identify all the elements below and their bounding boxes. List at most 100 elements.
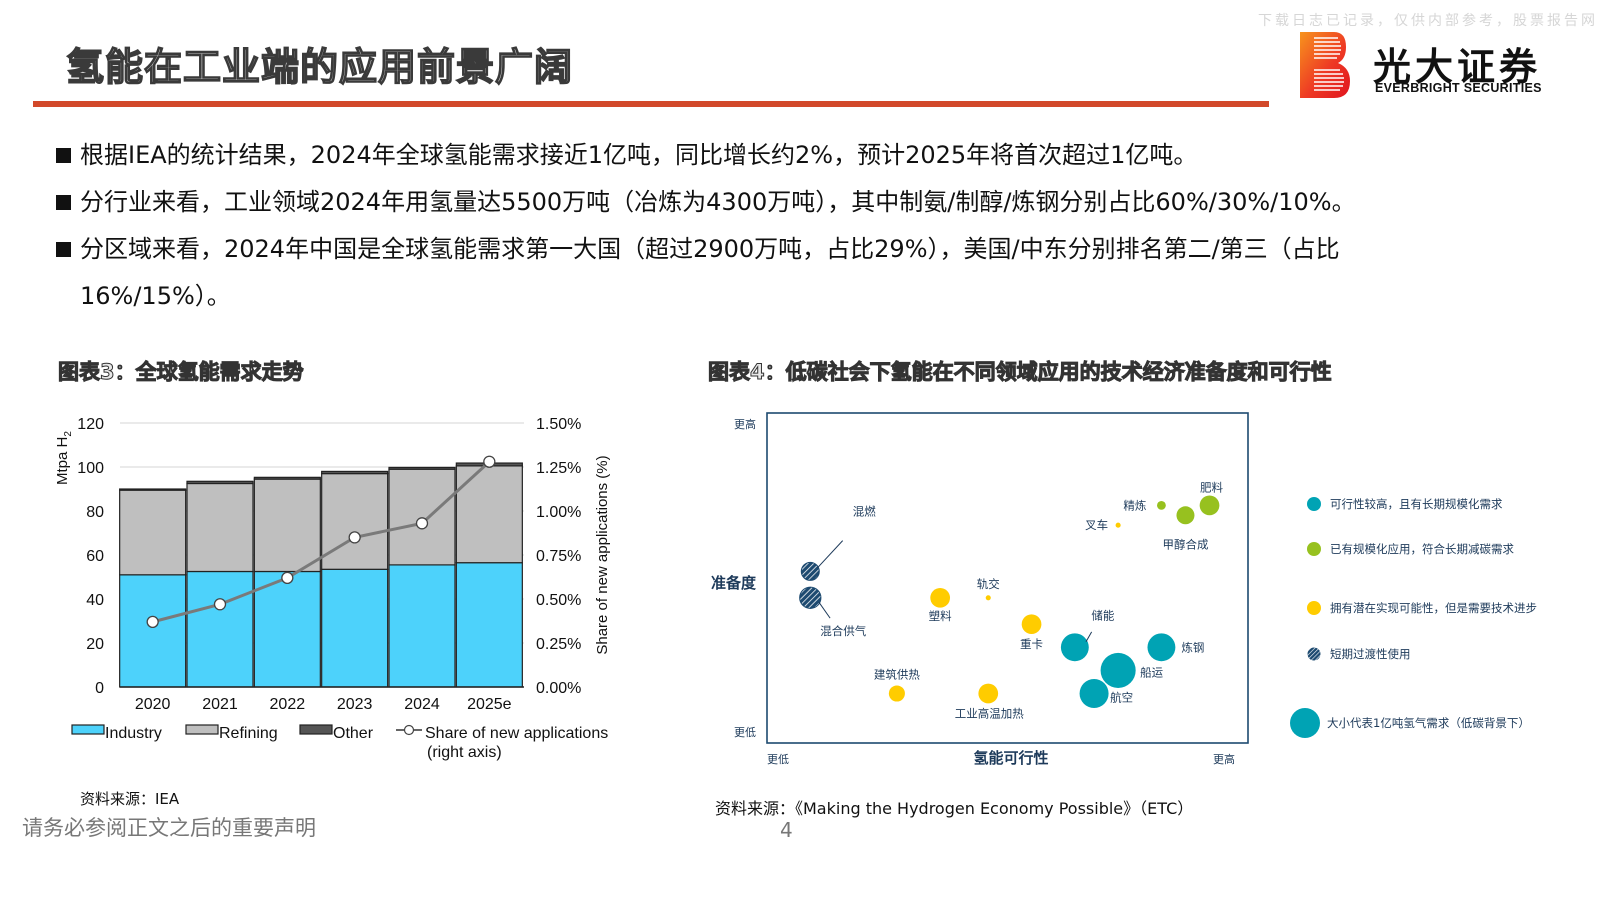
legend-swatch-industry — [71, 724, 105, 735]
figure3-source: 资料来源：IEA — [80, 790, 180, 808]
bullet-square-icon — [56, 242, 71, 257]
bar-industry — [253, 570, 321, 688]
legend-item-yellow: 拥有潜在实现可能性，但是需要技术进步 — [1307, 600, 1537, 616]
y-tick-label: 120 — [77, 416, 104, 433]
y-tick-label: 60 — [86, 548, 104, 565]
share-point — [348, 531, 361, 544]
bullet-item: 根据IEA的统计结果，2024年全球氢能需求接近1亿吨，同比增长约2%，预计20… — [56, 132, 1476, 179]
bar-refining — [119, 489, 187, 576]
y-tick-label: 0 — [95, 680, 104, 697]
y-tick-label: 20 — [86, 636, 104, 653]
logo-text-cn: 光大证券 — [1373, 45, 1542, 89]
bubble-label: 混合供气 — [820, 624, 866, 638]
legend-item-hatched: 短期过渡性使用 — [1307, 646, 1411, 662]
bubble-label: 建筑供热 — [874, 668, 920, 682]
bar-other — [119, 488, 187, 491]
bar-refining — [321, 472, 389, 570]
everbright-logo-icon — [1300, 32, 1350, 98]
bullet-text: 分行业来看，工业领域2024年用氢量达5500万吨（冶炼为4300万吨），其中制… — [80, 188, 1356, 216]
y2-tick-label: 0.75% — [536, 548, 581, 565]
bar-industry — [455, 562, 523, 688]
legend-label: (right axis) — [427, 744, 502, 761]
legend-teal-dot-icon — [1307, 497, 1321, 511]
bar-other — [388, 466, 456, 470]
y-axis-label: Mtpa H2 — [54, 431, 74, 485]
plot-frame — [766, 412, 1249, 744]
bullet-square-icon — [56, 195, 71, 210]
leader-line — [1085, 631, 1093, 642]
x-low-label: 更低 — [767, 753, 789, 766]
figure4-source: 资料来源：《Making the Hydrogen Economy Possib… — [715, 799, 1194, 818]
disclaimer: 请务必参阅正文之后的重要声明 — [22, 816, 316, 840]
y-low-label: 更低 — [734, 726, 756, 739]
legend-label: Refining — [219, 725, 278, 742]
x-tick-label: 2023 — [337, 696, 373, 713]
bar-refining — [253, 478, 321, 573]
y2-tick-label: 1.50% — [536, 416, 581, 433]
legend-label: 已有规模化应用，符合长期减碳需求 — [1330, 542, 1514, 556]
bubble-teal — [1100, 652, 1136, 688]
legend-size-bubble-icon — [1290, 708, 1320, 738]
y-tick-label: 40 — [86, 592, 104, 609]
y-high-label: 更高 — [734, 417, 756, 431]
bubble-label: 炼钢 — [1181, 640, 1204, 654]
bar-other — [253, 476, 321, 480]
bullet-text: 分区域来看，2024年中国是全球氢能需求第一大国（超过2900万吨，占比29%）… — [80, 235, 1340, 310]
bullet-text: 根据IEA的统计结果，2024年全球氢能需求接近1亿吨，同比增长约2%，预计20… — [80, 141, 1198, 169]
legend-point-icon — [403, 724, 415, 736]
x-axis-label: 氢能可行性 — [973, 749, 1048, 767]
bubble-green — [1176, 506, 1195, 525]
bubble-teal — [1079, 678, 1109, 709]
share-point — [213, 598, 227, 611]
legend-label: 可行性较高，且有长期规模化需求 — [1330, 497, 1503, 511]
logo-text-en: EVERBRIGHT SECURITIES — [1375, 81, 1542, 95]
bullet-list: 根据IEA的统计结果，2024年全球氢能需求接近1亿吨，同比增长约2%，预计20… — [56, 132, 1476, 320]
figure4-title: 图表4：低碳社会下氢能在不同领域应用的技术经济准备度和可行性 — [708, 360, 1333, 385]
bubble-green — [1157, 500, 1166, 510]
y2-tick-label: 0.25% — [536, 636, 581, 653]
share-point — [483, 455, 496, 468]
watermark: 下载日志已记录，仅供内部参考，股票报告网 — [1258, 13, 1598, 29]
bar-industry — [321, 568, 389, 688]
bubble-green — [1199, 495, 1220, 516]
bubble-label: 重卡 — [1020, 637, 1043, 651]
legend-item-teal: 可行性较高，且有长期规模化需求 — [1307, 496, 1503, 512]
x-tick-label: 2024 — [404, 696, 440, 713]
bar-industry — [186, 570, 254, 688]
y2-tick-label: 1.25% — [536, 460, 581, 477]
y-tick-label: 100 — [77, 460, 104, 477]
bubble-label: 精炼 — [1123, 498, 1146, 512]
bubble-label: 船运 — [1140, 665, 1163, 679]
y2-axis-label: Share of new applications (%) — [594, 455, 611, 654]
bar-other — [321, 470, 389, 475]
bullet-item: 分行业来看，工业领域2024年用氢量达5500万吨（冶炼为4300万吨），其中制… — [56, 179, 1476, 226]
bubble-yellow — [985, 595, 991, 601]
y-axis-label: 准备度 — [711, 574, 757, 592]
bar-other — [186, 480, 254, 485]
bubble-yellow — [888, 685, 905, 702]
bubble-label: 储能 — [1091, 608, 1114, 622]
bar-industry — [388, 564, 456, 688]
bubble-yellow — [1021, 614, 1042, 635]
y2-tick-label: 1.00% — [536, 504, 581, 521]
page-title: 氢能在工业端的应用前景广阔 — [65, 44, 574, 89]
bubble-label: 叉车 — [1085, 518, 1108, 532]
bubble-label: 甲醇合成 — [1162, 537, 1208, 551]
bar-refining — [388, 468, 456, 566]
legend-hatched-dot-icon — [1307, 647, 1321, 661]
bar-refining — [455, 465, 523, 564]
legend-label: 大小代表1亿吨氢气需求（低碳背景下） — [1327, 716, 1530, 730]
x-tick-label: 2022 — [270, 696, 306, 713]
bubble-teal — [1060, 633, 1089, 662]
legend-label: 拥有潜在实现可能性，但是需要技术进步 — [1330, 601, 1537, 615]
x-tick-label: 2021 — [202, 696, 238, 713]
bullet-item: 分区域来看，2024年中国是全球氢能需求第一大国（超过2900万吨，占比29%）… — [56, 226, 1470, 320]
bubble-label: 塑料 — [929, 609, 952, 623]
y2-tick-label: 0.00% — [536, 680, 581, 697]
leader-line — [817, 540, 844, 569]
legend-green-dot-icon — [1307, 542, 1321, 556]
legend-item-green: 已有规模化应用，符合长期减碳需求 — [1307, 541, 1514, 557]
bubble-legend: 可行性较高，且有长期规模化需求 已有规模化应用，符合长期减碳需求 拥有潜在实现可… — [1290, 490, 1590, 750]
bubble-label: 混燃 — [853, 504, 876, 518]
